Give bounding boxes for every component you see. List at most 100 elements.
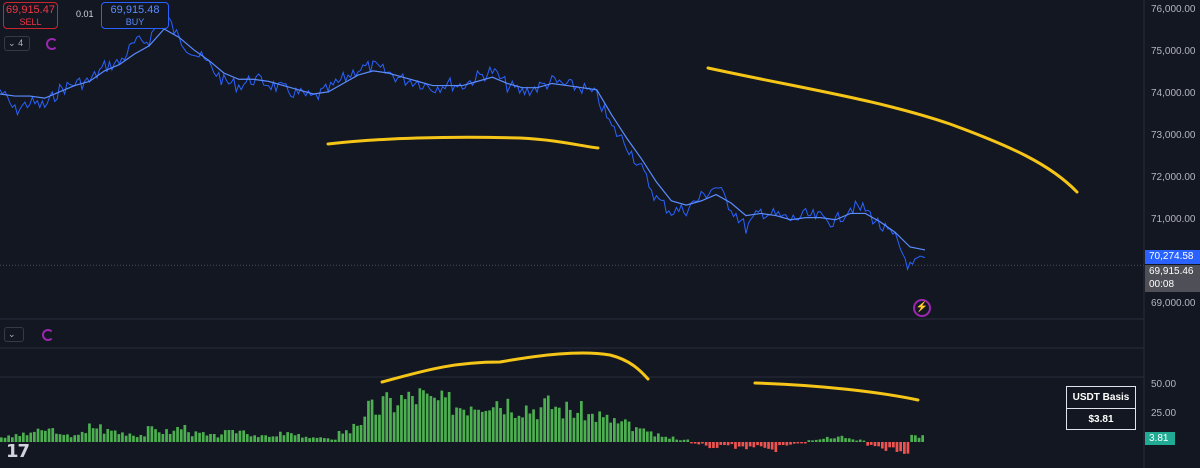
basis-bar	[884, 442, 888, 451]
price-axis-tick-label: 74,000.00	[1151, 87, 1196, 99]
buy-button[interactable]: 69,915.48 BUY	[101, 2, 169, 29]
basis-bar	[264, 435, 267, 442]
basis-bar	[917, 437, 921, 442]
basis-bar	[139, 435, 143, 442]
basis-bar	[609, 422, 612, 442]
basis-bar	[323, 438, 326, 442]
basis-bar	[583, 420, 587, 442]
indicator-value-label: 3.81	[1145, 432, 1175, 445]
basis-bar	[693, 442, 697, 444]
basis-bar	[888, 442, 891, 448]
basis-bar	[279, 431, 282, 442]
basis-bar	[851, 439, 855, 442]
basis-bar	[436, 400, 440, 442]
moving-average-line	[0, 28, 926, 251]
basis-bar	[796, 442, 800, 444]
basis-bar	[268, 436, 271, 442]
basis-bar	[781, 442, 785, 445]
basis-bar	[165, 429, 168, 442]
basis-bar	[866, 442, 869, 446]
price-pane-collapse-button[interactable]: ⌄ 4	[4, 36, 30, 51]
basis-bar	[473, 409, 477, 442]
basis-bar	[723, 442, 726, 445]
bar-countdown: 00:08	[1149, 279, 1175, 290]
basis-bar	[238, 430, 242, 442]
basis-bar	[187, 432, 190, 442]
basis-bar	[337, 431, 341, 442]
basis-bar	[495, 401, 499, 442]
basis-bar	[260, 435, 264, 442]
annotation-stroke	[326, 135, 600, 150]
basis-bar	[697, 442, 701, 445]
annotation-stroke	[380, 351, 650, 384]
basis-bar	[458, 408, 462, 442]
basis-bar	[719, 442, 723, 445]
basis-bar	[345, 430, 348, 442]
basis-bar	[847, 438, 851, 442]
basis-bar	[535, 419, 539, 442]
basis-bar	[829, 438, 833, 442]
basis-bar	[205, 435, 209, 442]
basis-bar	[58, 434, 62, 442]
basis-bar	[308, 438, 311, 442]
basis-bar	[565, 401, 568, 442]
basis-bar	[668, 438, 671, 442]
highlighted-price-label: 70,274.58	[1145, 250, 1200, 264]
basis-bar	[664, 436, 668, 442]
basis-bar	[190, 436, 194, 442]
basis-bar	[444, 397, 447, 442]
basis-bar	[488, 410, 491, 442]
basis-bar	[231, 430, 234, 442]
refresh-icon[interactable]	[46, 38, 58, 50]
basis-bar	[759, 442, 763, 447]
tradingview-logo[interactable]: 17	[6, 441, 30, 462]
basis-bar	[785, 442, 789, 446]
basis-bar	[517, 415, 521, 442]
basis-bar	[385, 392, 389, 442]
basis-bar	[161, 434, 165, 442]
basis-bar	[789, 442, 792, 445]
basis-bar	[36, 428, 40, 442]
basis-bar	[88, 423, 91, 442]
basis-bar	[704, 442, 708, 446]
basis-bar	[869, 442, 873, 445]
basis-bar	[110, 430, 113, 442]
basis-bar	[892, 442, 895, 448]
basis-bar	[462, 409, 466, 442]
basis-bar	[212, 434, 216, 442]
refresh-icon[interactable]	[42, 329, 54, 341]
basis-bar	[69, 437, 73, 442]
basis-bar	[635, 427, 638, 442]
basis-bar	[862, 440, 866, 442]
basis-bar	[378, 414, 381, 442]
basis-bar	[833, 438, 836, 442]
basis-bar	[95, 428, 99, 442]
basis-bar	[455, 407, 458, 442]
basis-bar	[737, 442, 741, 447]
basis-bar	[510, 412, 513, 442]
basis-bar	[33, 431, 36, 442]
basis-bar	[381, 396, 385, 442]
basis-bar	[249, 436, 253, 442]
price-axis-tick-label: 71,000.00	[1151, 213, 1196, 225]
order-quantity[interactable]: 0.01	[76, 9, 94, 19]
basis-bar	[763, 442, 767, 448]
basis-bar	[25, 435, 29, 442]
basis-bar	[690, 442, 693, 444]
basis-bar	[440, 390, 444, 442]
basis-bar	[712, 442, 715, 448]
basis-bar	[741, 442, 745, 447]
indicator-pane-collapse-button[interactable]: ⌄	[4, 327, 24, 342]
basis-bar	[616, 423, 620, 442]
sell-button[interactable]: 69,915.47 SELL	[3, 2, 58, 29]
basis-bar	[106, 429, 110, 442]
basis-bar	[807, 440, 811, 442]
basis-bar	[44, 430, 47, 442]
basis-bar	[352, 423, 356, 442]
basis-bar	[715, 442, 719, 448]
basis-bar	[319, 437, 322, 442]
basis-bar	[102, 433, 106, 442]
lightning-icon[interactable]: ⚡	[913, 299, 931, 317]
basis-bar	[726, 442, 730, 446]
